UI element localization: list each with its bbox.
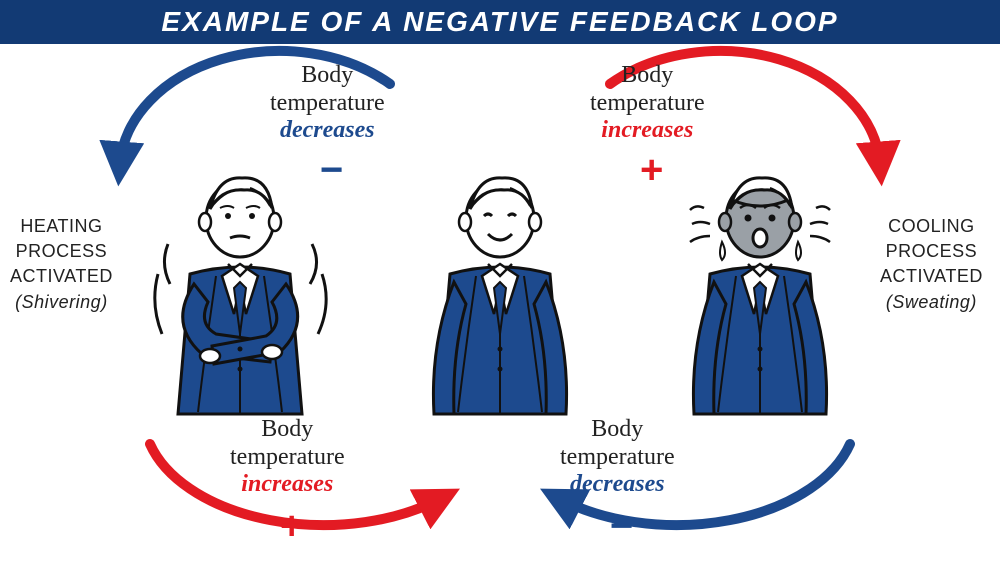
title-text: EXAMPLE OF A NEGATIVE FEEDBACK LOOP [161,6,838,38]
label-top-right: Body temperature increases [590,62,705,145]
sign-bot-left: + [280,504,303,549]
label-bot-right: Body temperature decreases [560,416,675,499]
side-label-right: COOLING PROCESS ACTIVATED (Sweating) [880,214,983,315]
figure-shivering [150,164,330,424]
label-bot-left: Body temperature increases [230,416,345,499]
figure-normal [410,164,590,424]
title-banner: EXAMPLE OF A NEGATIVE FEEDBACK LOOP [0,0,1000,44]
figure-sweating [670,164,850,424]
sign-top-right: + [640,148,663,193]
sign-bot-right: − [610,504,633,549]
side-label-left: HEATING PROCESS ACTIVATED (Shivering) [10,214,113,315]
diagram-stage: Body temperature decreases − Body temper… [0,44,1000,563]
label-top-left: Body temperature decreases [270,62,385,145]
